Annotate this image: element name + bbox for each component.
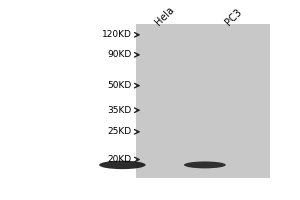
Text: 35KD: 35KD xyxy=(107,106,132,115)
Text: 50KD: 50KD xyxy=(107,81,132,90)
Text: 120KD: 120KD xyxy=(102,30,132,39)
Text: 20KD: 20KD xyxy=(107,155,132,164)
Text: 90KD: 90KD xyxy=(107,50,132,59)
Ellipse shape xyxy=(99,161,146,169)
Text: 25KD: 25KD xyxy=(107,127,132,136)
Text: PC3: PC3 xyxy=(224,7,244,27)
Ellipse shape xyxy=(184,161,226,168)
Bar xyxy=(136,24,270,178)
Text: Hela: Hela xyxy=(154,4,176,27)
